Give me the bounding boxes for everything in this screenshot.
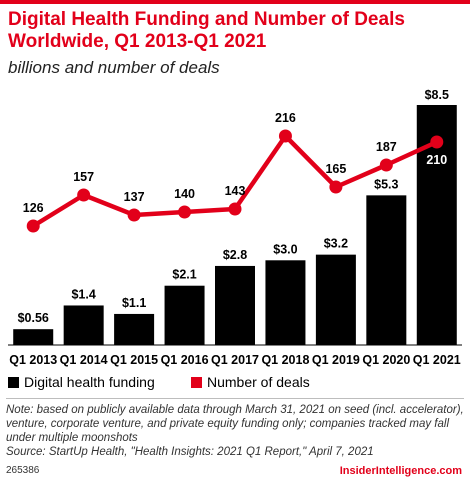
funding-bar [63,305,104,345]
x-tick-label: Q1 2020 [362,353,410,367]
deals-point-label: 126 [23,201,44,215]
note-text: Note: based on publicly available data t… [6,404,464,444]
deals-point [127,208,141,222]
funding-bar [164,285,205,345]
top-accent-rule [0,0,470,4]
deals-point-label: 140 [174,187,195,201]
x-tick-label: Q1 2016 [161,353,209,367]
brand-link[interactable]: InsiderIntelligence.com [339,465,462,477]
deals-point-label: 216 [275,111,296,125]
legend-swatch-deals [191,377,202,388]
x-tick-label: Q1 2013 [9,353,57,367]
funding-bar [366,195,407,345]
funding-bar-label: $2.8 [223,248,247,262]
x-tick-label: Q1 2017 [211,353,259,367]
chart-title: Digital Health Funding and Number of Dea… [8,9,405,52]
funding-bar [265,260,306,345]
legend-swatch-funding [8,377,19,388]
x-tick-label: Q1 2014 [60,353,108,367]
funding-bar [215,265,255,345]
chart-plot: $0.56 Q1 2013 $1.4 Q1 2014 $1.1 Q1 2015 $2.1 Q1… [8,88,462,367]
deals-point-label: 157 [73,170,94,184]
deals-point-label: 187 [376,140,397,154]
funding-bar-label: $3.2 [324,237,348,251]
funding-bar-label: $2.1 [172,268,196,282]
deals-point [430,135,444,149]
source-text: Source: StartUp Health, "Health Insights… [6,446,374,458]
deals-point [379,158,393,172]
x-tick-label: Q1 2019 [312,353,360,367]
deals-point-label: 165 [325,162,346,176]
deals-point [26,219,40,233]
chart-id: 265386 [6,465,40,476]
funding-bar-label: $8.5 [425,88,449,102]
funding-bar-label: $1.1 [122,296,146,310]
footer: 265386 InsiderIntelligence.com [6,465,464,479]
note-divider [6,398,464,399]
x-tick-label: Q1 2015 [110,353,158,367]
deals-point-label: 210 [426,153,447,167]
deals-point-label: 143 [225,184,246,198]
funding-bar [315,254,356,345]
x-tick-label: Q1 2018 [261,353,309,367]
note-block: Note: based on publicly available data t… [6,403,464,459]
legend-label-deals: Number of deals [207,374,310,390]
deals-point [278,129,292,143]
deals-point [228,202,242,216]
deals-point [329,180,343,194]
deals-point [178,205,192,219]
funding-bar-label: $1.4 [71,287,95,301]
legend-label-funding: Digital health funding [24,374,155,390]
chart-subtitle: billions and number of deals [8,58,220,77]
funding-bar-label: $3.0 [273,242,297,256]
funding-bar-label: $0.56 [18,311,49,325]
deals-point-label: 137 [124,190,145,204]
funding-bar [13,329,54,345]
funding-bar [114,313,155,345]
deals-point [77,188,91,202]
funding-bar-label: $5.3 [374,177,398,191]
x-tick-label: Q1 2021 [413,353,461,367]
